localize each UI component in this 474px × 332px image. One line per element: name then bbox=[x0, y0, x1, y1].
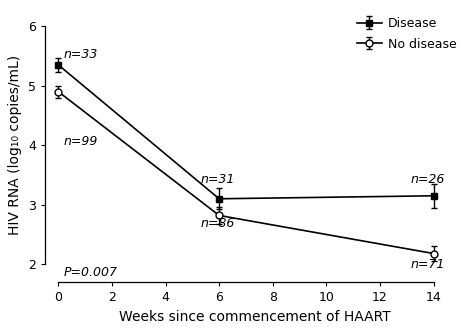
Text: n=99: n=99 bbox=[64, 135, 98, 148]
Text: n=31: n=31 bbox=[201, 173, 235, 186]
Text: n=33: n=33 bbox=[64, 48, 98, 61]
Text: n=26: n=26 bbox=[411, 173, 445, 186]
Text: n=86: n=86 bbox=[201, 217, 235, 230]
Legend: Disease, No disease: Disease, No disease bbox=[355, 15, 459, 53]
Y-axis label: HIV RNA (log₁₀ copies/mL): HIV RNA (log₁₀ copies/mL) bbox=[9, 55, 22, 235]
Text: n=71: n=71 bbox=[411, 258, 445, 271]
Text: P=0.007: P=0.007 bbox=[64, 266, 118, 279]
X-axis label: Weeks since commencement of HAART: Weeks since commencement of HAART bbox=[119, 310, 391, 324]
